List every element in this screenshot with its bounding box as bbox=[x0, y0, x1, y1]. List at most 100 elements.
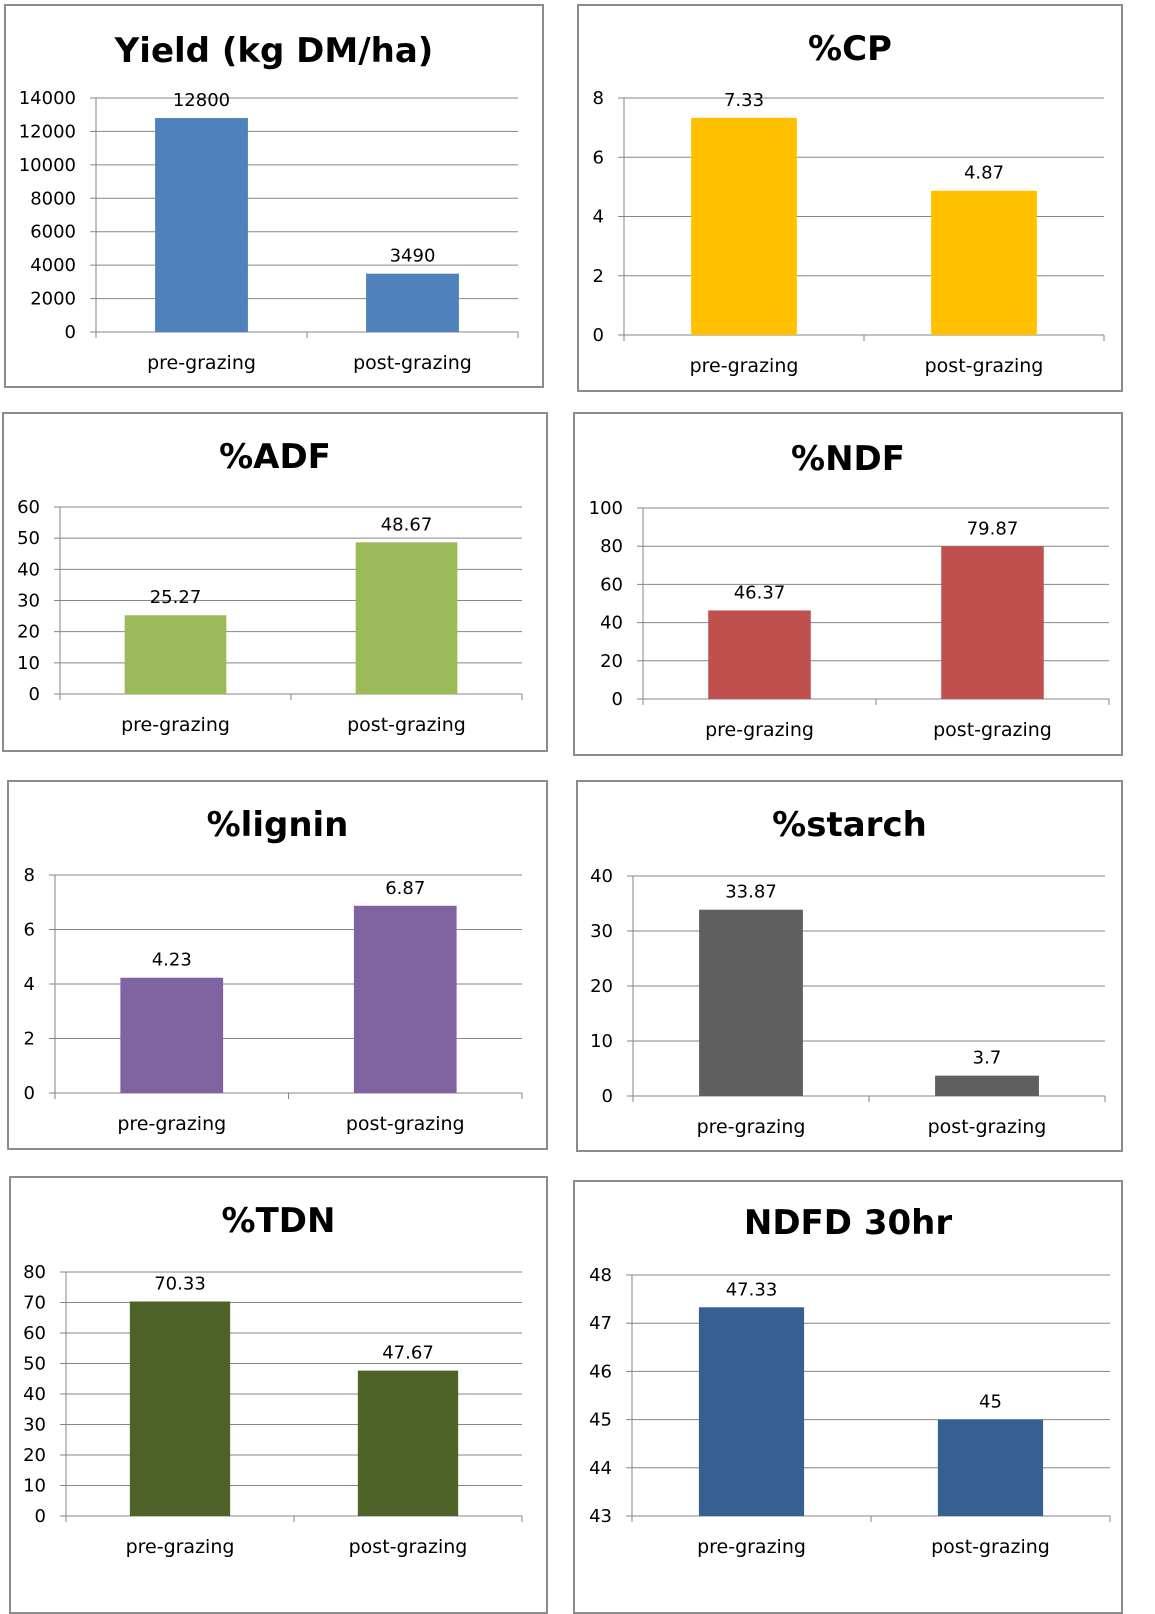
y-tick-label: 30 bbox=[23, 1415, 46, 1436]
bar-chart: %lignin 0 2 4 6 8 4.23 pre-grazing 6.87 post-graz… bbox=[24, 805, 523, 1135]
bar bbox=[353, 905, 457, 1093]
y-tick-label: 8 bbox=[593, 88, 604, 109]
category-label: post-grazing bbox=[931, 1536, 1050, 1558]
category-label: post-grazing bbox=[347, 714, 466, 736]
bar-chart: %TDN 0 10 20 30 40 50 60 70 80 70.33 pre-grazing 47.… bbox=[23, 1201, 523, 1558]
bar bbox=[129, 1301, 231, 1516]
y-tick-label: 0 bbox=[35, 1506, 46, 1527]
data-label: 4.87 bbox=[964, 163, 1004, 184]
y-tick-label: 60 bbox=[600, 574, 623, 595]
y-tick-label: 0 bbox=[29, 684, 40, 705]
bar bbox=[941, 546, 1044, 699]
bar bbox=[698, 1307, 805, 1516]
y-tick-label: 2 bbox=[24, 1029, 35, 1050]
bar bbox=[120, 977, 224, 1093]
chart-panel: Yield (kg DM/ha) 0 2000 4000 6000 8000 10000 12… bbox=[4, 4, 544, 388]
data-label: 70.33 bbox=[154, 1273, 206, 1294]
y-tick-label: 10000 bbox=[19, 155, 76, 176]
bar bbox=[355, 542, 458, 694]
y-tick-label: 8000 bbox=[30, 188, 76, 209]
bar-chart: NDFD 30hr 43 44 45 46 47 48 47.33 pre-grazing 45 p… bbox=[589, 1203, 1111, 1558]
y-tick-label: 10 bbox=[17, 653, 40, 674]
category-label: pre-grazing bbox=[117, 1113, 226, 1135]
data-label: 79.87 bbox=[967, 518, 1019, 539]
bar bbox=[937, 1419, 1044, 1516]
y-tick-label: 20 bbox=[590, 976, 613, 997]
chart-title: %NDF bbox=[791, 439, 905, 479]
y-tick-label: 80 bbox=[600, 536, 623, 557]
bar bbox=[708, 610, 811, 699]
chart-title: Yield (kg DM/ha) bbox=[114, 31, 434, 71]
category-label: pre-grazing bbox=[690, 355, 799, 377]
y-tick-label: 48 bbox=[589, 1265, 612, 1286]
y-tick-label: 60 bbox=[17, 497, 40, 518]
y-tick-label: 20 bbox=[600, 651, 623, 672]
y-tick-label: 47 bbox=[589, 1313, 612, 1334]
y-tick-label: 4 bbox=[24, 974, 35, 995]
chart-panel: %ADF 0 10 20 30 40 50 60 25.27 pre-grazing 48.67 po… bbox=[2, 412, 548, 752]
chart-panel: %starch 0 10 20 30 40 33.87 pre-grazing 3.7 post-… bbox=[576, 780, 1123, 1152]
y-tick-label: 30 bbox=[590, 921, 613, 942]
y-tick-label: 46 bbox=[589, 1361, 612, 1382]
category-label: pre-grazing bbox=[121, 714, 230, 736]
category-label: post-grazing bbox=[349, 1536, 468, 1558]
y-tick-label: 40 bbox=[600, 613, 623, 634]
y-tick-label: 70 bbox=[23, 1293, 46, 1314]
y-tick-label: 80 bbox=[23, 1262, 46, 1283]
category-label: pre-grazing bbox=[705, 719, 814, 741]
category-label: pre-grazing bbox=[126, 1536, 235, 1558]
y-tick-label: 50 bbox=[23, 1354, 46, 1375]
bar bbox=[935, 1075, 1039, 1096]
y-tick-label: 40 bbox=[17, 559, 40, 580]
bar bbox=[366, 273, 459, 332]
y-tick-label: 40 bbox=[23, 1384, 46, 1405]
y-tick-label: 43 bbox=[589, 1506, 612, 1527]
y-tick-label: 30 bbox=[17, 591, 40, 612]
y-tick-label: 20 bbox=[17, 622, 40, 643]
chart-title: %starch bbox=[772, 805, 927, 845]
y-tick-label: 4000 bbox=[30, 255, 76, 276]
data-label: 12800 bbox=[173, 90, 230, 111]
bar bbox=[357, 1370, 459, 1516]
bar bbox=[124, 615, 227, 694]
bar bbox=[931, 190, 1037, 335]
y-tick-label: 6 bbox=[24, 920, 35, 941]
y-tick-label: 44 bbox=[589, 1458, 612, 1479]
data-label: 45 bbox=[979, 1392, 1002, 1413]
bar bbox=[691, 117, 797, 335]
y-tick-label: 12000 bbox=[19, 121, 76, 142]
data-label: 25.27 bbox=[150, 587, 202, 608]
data-label: 7.33 bbox=[724, 90, 764, 111]
y-tick-label: 8 bbox=[24, 865, 35, 886]
category-label: pre-grazing bbox=[697, 1116, 806, 1138]
y-tick-label: 100 bbox=[589, 498, 623, 519]
chart-panel: %CP 0 2 4 6 8 7.33 pre-grazing 4.87 post-grazing bbox=[577, 4, 1123, 392]
chart-title: %lignin bbox=[207, 805, 349, 845]
y-tick-label: 60 bbox=[23, 1323, 46, 1344]
chart-panel: %NDF 0 20 40 60 80 100 46.37 pre-grazing 79.87 pos… bbox=[573, 412, 1123, 756]
data-label: 33.87 bbox=[725, 882, 777, 903]
y-tick-label: 14000 bbox=[19, 88, 76, 109]
chart-panel: NDFD 30hr 43 44 45 46 47 48 47.33 pre-grazing 45 p… bbox=[573, 1180, 1123, 1614]
y-tick-label: 2 bbox=[593, 266, 604, 287]
data-label: 6.87 bbox=[385, 878, 425, 899]
data-label: 3.7 bbox=[973, 1048, 1002, 1069]
bar bbox=[155, 118, 248, 332]
data-label: 4.23 bbox=[152, 950, 192, 971]
y-tick-label: 0 bbox=[593, 325, 604, 346]
category-label: post-grazing bbox=[933, 719, 1052, 741]
y-tick-label: 10 bbox=[590, 1031, 613, 1052]
data-label: 46.37 bbox=[734, 582, 786, 603]
y-tick-label: 0 bbox=[602, 1086, 613, 1107]
chart-title: %TDN bbox=[222, 1201, 336, 1241]
category-label: post-grazing bbox=[346, 1113, 465, 1135]
bar-chart: %NDF 0 20 40 60 80 100 46.37 pre-grazing 79.87 pos… bbox=[589, 439, 1110, 741]
y-tick-label: 20 bbox=[23, 1445, 46, 1466]
data-label: 47.67 bbox=[382, 1343, 434, 1364]
chart-title: %CP bbox=[808, 29, 892, 69]
chart-panel: %TDN 0 10 20 30 40 50 60 70 80 70.33 pre-grazing 47.… bbox=[9, 1176, 548, 1614]
y-tick-label: 0 bbox=[65, 322, 76, 343]
bar-chart: %starch 0 10 20 30 40 33.87 pre-grazing 3.7 post-… bbox=[590, 805, 1106, 1138]
category-label: pre-grazing bbox=[147, 352, 256, 374]
data-label: 47.33 bbox=[726, 1279, 778, 1300]
